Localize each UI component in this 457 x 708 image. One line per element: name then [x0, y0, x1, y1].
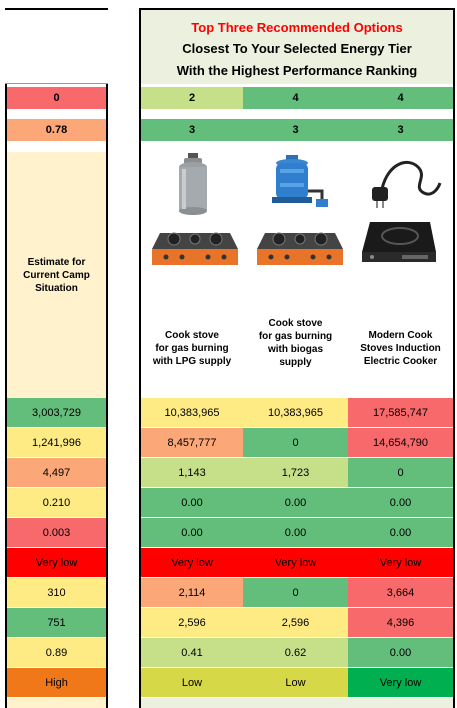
row-8-option-1: 2,596: [141, 608, 243, 637]
row-6-option-2: Very low: [243, 548, 348, 577]
left-column: [5, 8, 108, 708]
row-1-current: 3,003,729: [7, 398, 106, 427]
option-2-tier: 4: [243, 87, 348, 109]
biogas-tank-icon: [272, 155, 328, 207]
row-1-option-2: 10,383,965: [243, 398, 348, 427]
gas-stove-icon: [152, 232, 238, 265]
option-2-name-line: supply: [279, 357, 312, 368]
option-1-name-line: for gas burning: [155, 342, 229, 354]
row-2-option-2: 0: [243, 428, 348, 457]
option-3-name: Modern Cook Stoves Induction Electric Co…: [348, 318, 453, 378]
row-10-option-1: Low: [141, 668, 243, 697]
estimate-label: Estimate for Current Camp Situation: [7, 152, 106, 398]
option-2-name-line: with biogas: [268, 344, 323, 355]
row-8-option-2: 2,596: [243, 608, 348, 637]
row-2-option-1: 8,457,777: [141, 428, 243, 457]
option-3-name-line: Electric Cooker: [363, 355, 438, 367]
row-7-option-2: 0: [243, 578, 348, 607]
row-5-option-1: 0.00: [141, 518, 243, 547]
option-3-name-line: Modern Cook: [368, 329, 433, 341]
row-6-option-3: Very low: [348, 548, 453, 577]
left-top-blank: [5, 8, 108, 84]
row-3-option-3: 0: [348, 458, 453, 487]
row-5-option-2: 0.00: [243, 518, 348, 547]
row-9-option-2: 0.62: [243, 638, 348, 667]
row-3-current: 4,497: [7, 458, 106, 487]
lpg-cylinder-icon: [179, 153, 207, 215]
row-6-current: Very low: [7, 548, 106, 577]
left-tier-value: 0: [7, 87, 106, 109]
row-7-current: 310: [7, 578, 106, 607]
row-4-option-1: 0.00: [141, 488, 243, 517]
induction-cooker-icon: [362, 222, 436, 262]
option-2-name-line: Cook stove: [268, 318, 323, 329]
row-1-option-3: 17,585,747: [348, 398, 453, 427]
option-3-name-line: Stoves Induction: [360, 342, 441, 354]
power-plug-icon: [372, 161, 442, 208]
row-10-option-3: Very low: [348, 668, 453, 697]
left-score-value: 0.78: [7, 119, 106, 141]
row-7-option-3: 3,664: [348, 578, 453, 607]
row-3-option-1: 1,143: [141, 458, 243, 487]
biogas-stove-icon: [257, 232, 343, 265]
option-1-tier: 2: [141, 87, 243, 109]
row-9-option-3: 0.00: [348, 638, 453, 667]
header-line2: Closest To Your Selected Energy Tier: [182, 41, 412, 56]
row-10-option-2: Low: [243, 668, 348, 697]
row-1-option-1: 10,383,965: [141, 398, 243, 427]
row-5-current: 0.003: [7, 518, 106, 547]
row-4-option-3: 0.00: [348, 488, 453, 517]
header-title: Top Three Recommended Options: [191, 20, 403, 35]
row-3-option-2: 1,723: [243, 458, 348, 487]
row-4-option-2: 0.00: [243, 488, 348, 517]
recommendations-header: Top Three Recommended Options Closest To…: [141, 8, 453, 84]
option-1-name: Cook stove for gas burning with LPG supp…: [141, 318, 243, 378]
row-9-option-1: 0.41: [141, 638, 243, 667]
bottom-strip-left: [7, 698, 106, 708]
option-2-name: Cook stove for gas burning with biogas s…: [243, 313, 348, 373]
row-7-option-1: 2,114: [141, 578, 243, 607]
option-3-tier: 4: [348, 87, 453, 109]
option-2-name-line: for gas burning: [258, 331, 333, 342]
option-1-name-line: with LPG supply: [152, 355, 232, 367]
row-5-option-3: 0.00: [348, 518, 453, 547]
row-10-current: High: [7, 668, 106, 697]
row-8-option-3: 4,396: [348, 608, 453, 637]
option-1-rank: 3: [141, 119, 243, 141]
header-line3: With the Highest Performance Ranking: [176, 63, 418, 78]
row-2-current: 1,241,996: [7, 428, 106, 457]
option-2-rank: 3: [243, 119, 348, 141]
option-3-rank: 3: [348, 119, 453, 141]
row-2-option-3: 14,654,790: [348, 428, 453, 457]
row-9-current: 0.89: [7, 638, 106, 667]
row-8-current: 751: [7, 608, 106, 637]
row-6-option-1: Very low: [141, 548, 243, 577]
row-4-current: 0.210: [7, 488, 106, 517]
option-1-name-line: Cook stove: [165, 329, 219, 341]
bottom-strip-right: [141, 698, 453, 708]
